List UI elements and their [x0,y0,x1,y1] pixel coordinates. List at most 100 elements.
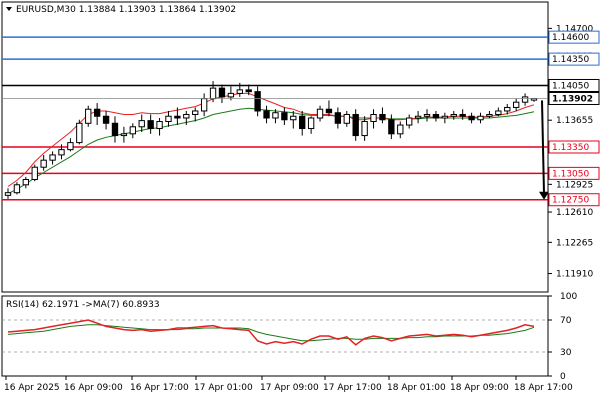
candle-body [370,113,377,123]
candle-body [263,110,270,119]
candle-body [361,121,368,137]
rsi-y-tick-label: 100 [560,292,577,302]
candle-body [227,92,235,98]
candle-body [40,159,47,168]
candle-body [174,115,181,119]
candle-body [49,154,56,161]
rsi-y-tick-label: 70 [560,316,572,326]
candle-body [450,113,457,117]
rsi-y-tick-label: 0 [560,372,566,382]
rsi-y-tick-label: 30 [560,348,572,358]
candle-body [334,112,342,124]
candle-body [192,110,199,115]
level-tag-label: 1.14050 [552,81,589,91]
candle-body [406,117,413,126]
candle-body [521,96,529,103]
y-tick-label: 1.13655 [556,116,593,126]
candle-body [414,115,422,119]
forecast-arrow-line [541,100,545,194]
level-tag-box [548,166,600,180]
candle-body [432,113,440,119]
candle-body [307,117,315,130]
rsi-pane-frame [1,295,549,377]
y-tick-label: 1.12925 [556,180,593,190]
candle-body [93,108,101,117]
x-tick-label: 16 Apr 09:00 [64,383,123,393]
candle-body [468,115,475,121]
ma-fast-line [7,92,535,187]
y-tick-label: 1.12610 [556,208,593,218]
candle-body [85,108,92,124]
candle-body [379,113,386,121]
candle-body [111,122,119,137]
candle-body [512,101,520,108]
candle-body [209,87,217,100]
candle-body [486,113,493,117]
x-tick-label: 18 Apr 17:00 [514,383,573,393]
candle-body [254,91,261,112]
x-tick-label: 16 Apr 17:00 [130,383,189,393]
chart-header: EURUSD,M30 1.13884 1.13903 1.13864 1.139… [16,5,236,15]
candle-body [290,115,297,121]
candle-body [352,113,359,137]
level-tag-box [548,140,600,154]
candle-body [200,98,208,112]
level-tag-label: 1.14350 [552,55,589,65]
candle-body [67,142,74,151]
level-tag-box [548,52,600,66]
y-tick-label: 1.14700 [556,24,593,34]
candle-body [504,106,511,112]
x-tick-label: 16 Apr 2025 [4,383,60,393]
forecast-arrow-head [539,191,549,200]
level-tag-label: 1.14600 [552,33,589,43]
candle-body [4,192,12,196]
candle-body [138,120,145,128]
level-tag-box [548,193,600,207]
candle-body [343,113,350,124]
candle-body [272,112,279,119]
x-tick-label: 17 Apr 01:00 [194,383,253,393]
x-tick-label: 18 Apr 01:00 [387,383,446,393]
candle-body [31,166,38,181]
candle-body [316,108,324,119]
price-tag-label: 1.13902 [552,94,593,104]
candle-body [423,113,431,117]
level-tag-label: 1.13050 [552,169,589,179]
candle-body [325,108,333,114]
level-tag-box [548,30,600,44]
candle-body [120,133,128,137]
level-tag-label: 1.12750 [552,196,589,206]
candle-body [495,110,502,115]
candle-body [236,89,243,94]
candle-body [22,179,30,186]
rsi-line [7,319,535,346]
x-tick-label: 18 Apr 09:00 [450,383,509,393]
candle-body [183,113,190,119]
symbol-dropdown-icon [6,7,12,11]
candle-body [129,126,136,135]
x-tick-label: 17 Apr 09:00 [260,383,319,393]
price-tag-box [548,91,600,105]
candle-body [299,115,306,130]
candle-body [441,115,449,119]
candle-body [397,124,404,135]
candle-body [459,113,466,117]
y-tick-label: 1.11910 [556,270,593,280]
candle-body [58,149,65,156]
level-tag-label: 1.13350 [552,143,589,153]
candle-body [245,89,252,93]
candle-body [281,112,288,121]
candle-body [13,184,21,194]
y-tick-label: 1.12265 [556,238,593,248]
candle-body [147,120,154,130]
rsi-header: RSI(14) 62.1971 ->MA(7) 60.8933 [6,300,160,310]
level-tag-box [548,78,600,92]
candle-body [165,115,172,123]
candle-body [388,119,395,135]
candle-body [156,121,163,130]
candle-body [102,115,110,124]
candle-body [218,87,226,98]
rsi-ma-line [7,324,535,342]
candle-body [76,122,83,144]
